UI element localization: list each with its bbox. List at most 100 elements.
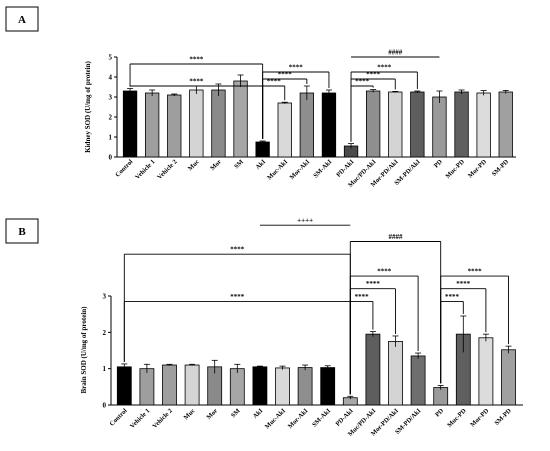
category-label: SM-AkI: [311, 407, 332, 428]
category-label: Muc-AkI: [264, 407, 287, 430]
category-label: PD-AkI: [334, 407, 355, 428]
bar: [410, 91, 425, 158]
bar: [410, 355, 426, 406]
bar: [498, 91, 513, 158]
category-label: Vehicle 1: [134, 158, 157, 181]
bar: [365, 333, 381, 406]
y-axis-label: Brain SOD (U/mg of protein): [80, 306, 88, 394]
category-label: Mor-PD: [467, 158, 488, 179]
significance-label: ****: [289, 64, 304, 72]
y-tick-label: 4: [109, 74, 113, 82]
category-label: Muc: [183, 407, 197, 421]
category-label: Muc-PD: [444, 158, 466, 180]
significance-label: ****: [366, 71, 381, 79]
y-tick-label: 0: [103, 402, 107, 410]
category-label: SM: [230, 407, 242, 419]
bar: [162, 364, 177, 406]
bar: [275, 367, 290, 406]
category-label: SM: [233, 158, 245, 170]
significance-label: ****: [189, 56, 204, 64]
bar: [139, 368, 155, 406]
bar: [252, 366, 268, 406]
significance-label: ****: [230, 246, 245, 254]
bar: [321, 92, 337, 158]
category-label: Mor: [209, 158, 223, 172]
bar: [388, 341, 403, 406]
y-tick-label: 2: [103, 329, 107, 337]
category-label: Muc-PD: [446, 407, 468, 429]
category-label: Mor: [205, 407, 219, 421]
significance-label: ####: [388, 49, 403, 57]
category-label: Control: [114, 158, 134, 178]
panel-label-box: [5, 218, 39, 244]
bar: [388, 91, 403, 158]
category-label: Mor-PD: [469, 407, 490, 428]
bar: [211, 89, 226, 158]
bar: [432, 96, 447, 158]
panel-a-kidney-sod: A 0 1 2 3 4 5 Kidney SOD (U/mg of protein) Contr…: [5, 6, 516, 189]
bar: [233, 80, 248, 158]
panel-label: B: [18, 226, 26, 238]
category-label: Mor-AkI: [287, 407, 310, 430]
significance-label: ****: [377, 268, 392, 276]
y-tick-label: 1: [109, 134, 113, 142]
significance-label: ++++: [297, 217, 313, 225]
category-label: Vehicle 1: [129, 407, 152, 430]
category-label: SM-PD: [491, 158, 511, 178]
category-label: PD: [433, 158, 444, 169]
category-label: Control: [109, 407, 129, 427]
y-tick-label: 1: [103, 365, 107, 373]
category-label: Muc-AkI: [266, 158, 289, 181]
y-tick-label: 3: [103, 293, 107, 301]
significance-label: ****: [468, 268, 483, 276]
significance-label: ****: [456, 280, 471, 288]
bar: [144, 92, 160, 158]
panel-label: A: [18, 14, 26, 26]
significance-label: ####: [389, 233, 404, 241]
bar: [167, 94, 182, 158]
y-axis-label: Kidney SOD (U/mg of protein): [84, 61, 92, 153]
significance-label: ****: [278, 71, 293, 79]
y-tick-label: 3: [109, 94, 113, 102]
bar: [501, 349, 516, 406]
bar: [122, 90, 138, 158]
category-label: Muc: [187, 158, 201, 172]
y-tick-label: 0: [109, 154, 113, 162]
panel-label-box: [5, 6, 39, 32]
significance-label: ****: [267, 78, 282, 86]
bar: [116, 366, 132, 406]
y-tick-label: 5: [109, 54, 113, 62]
category-label: SM-AkI: [312, 158, 333, 179]
bar: [320, 367, 336, 406]
bar: [476, 92, 491, 158]
bar: [255, 141, 270, 158]
category-label: PD: [434, 407, 445, 418]
bar: [277, 102, 292, 158]
significance-label: ****: [355, 78, 370, 86]
category-label: Mor-AkI: [289, 158, 312, 181]
bar: [184, 364, 200, 406]
significance-label: ****: [445, 293, 460, 301]
bar: [433, 387, 449, 406]
category-label: AkI: [252, 407, 265, 420]
significance-label: ****: [230, 293, 245, 301]
bar: [478, 337, 494, 406]
bar: [365, 90, 381, 158]
category-label: Vehicle 2: [151, 407, 174, 430]
significance-label: ****: [377, 64, 392, 72]
category-label: SM-PD: [493, 407, 513, 427]
bar: [189, 89, 204, 158]
y-tick-label: 2: [109, 114, 113, 122]
category-label: Vehicle 2: [156, 158, 179, 181]
bar: [299, 92, 315, 158]
significance-label: ****: [366, 280, 381, 288]
category-label: PD-AkI: [335, 158, 356, 179]
bar: [229, 368, 245, 406]
category-label: AkI: [254, 158, 267, 171]
bar: [454, 91, 469, 158]
significance-label: ****: [189, 78, 204, 86]
significance-label: ****: [355, 293, 370, 301]
bar: [297, 367, 313, 406]
